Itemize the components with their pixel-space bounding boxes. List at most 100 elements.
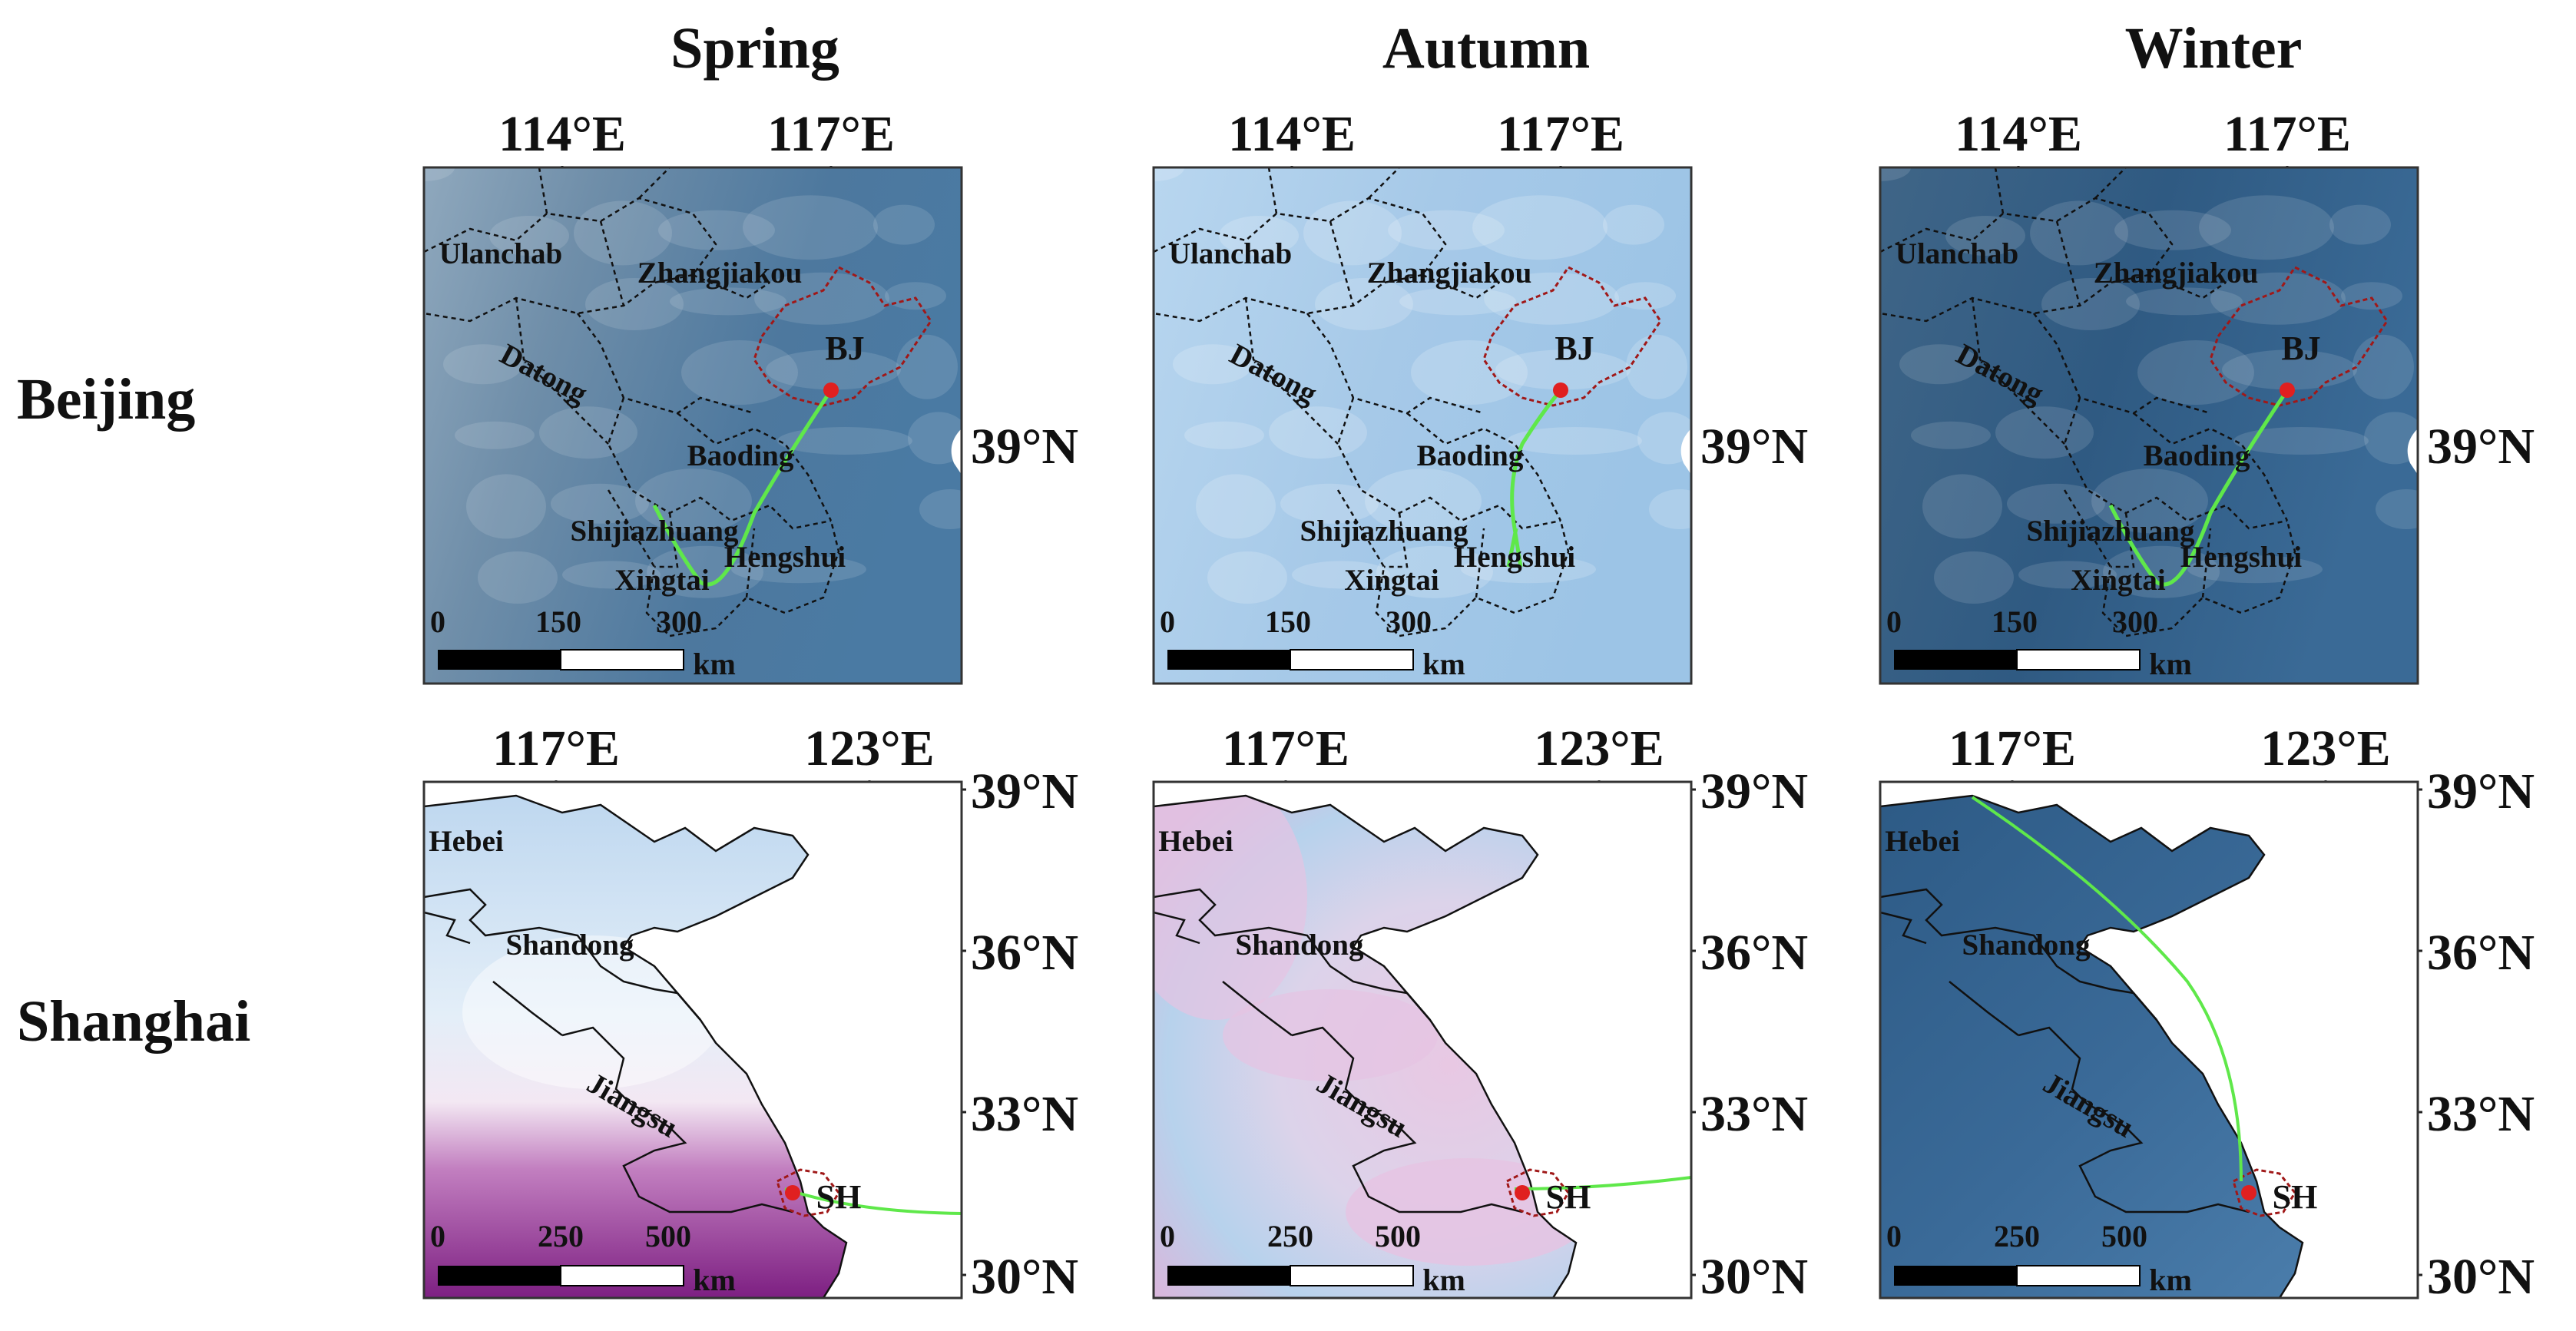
scale-label: 300: [656, 604, 702, 639]
lat-tick-label: 39°N: [971, 763, 1078, 819]
sea-area: [424, 782, 962, 1298]
province-boundary: [1154, 911, 1200, 945]
back-trajectory: [2108, 389, 2290, 587]
district-boundary: [577, 313, 755, 415]
lat-tick-label: 39°N: [2427, 419, 2535, 475]
city-marker: [1553, 382, 1568, 398]
district-boundary: [1368, 167, 1400, 199]
district-boundary: [2063, 489, 2296, 637]
terrain-shade: [1207, 551, 1287, 604]
terrain-shade: [2222, 349, 2357, 390]
terrain-shade: [1934, 551, 2014, 604]
field-shade: [462, 935, 723, 1089]
scale-bar-light: [1290, 649, 1414, 670]
district-boundary: [1306, 313, 1485, 415]
shanghai-boundary: [1505, 1168, 1570, 1217]
scale-label: 250: [1267, 1219, 1313, 1253]
map-frame: [1879, 166, 2419, 685]
district-boundary: [1406, 412, 1562, 521]
district-boundary: [2033, 313, 2211, 415]
map-area: UlanchabZhangjiakouDatongBaodingShijiazh…: [1154, 167, 1691, 684]
map-area: UlanchabZhangjiakouDatongBaodingShijiazh…: [424, 167, 962, 684]
sea-area: [1880, 782, 2418, 1298]
place-label: Hebei: [1158, 825, 1233, 858]
scale-bar-dark: [438, 650, 561, 670]
scale-unit: km: [2149, 1263, 2192, 1297]
district-boundary: [1384, 512, 1409, 568]
scale-label: 500: [645, 1219, 691, 1253]
place-label: Baoding: [687, 439, 794, 472]
terrain-shade: [1461, 555, 1596, 584]
terrain-shade: [908, 412, 962, 465]
scale-bar-light: [2016, 649, 2141, 670]
coastline: [1880, 794, 2304, 1298]
lat-tick-label: 39°N: [1700, 419, 1808, 475]
scale-bar-light: [1290, 1265, 1414, 1286]
terrain-shade: [1173, 344, 1253, 385]
terrain-shade: [1637, 412, 1691, 465]
terrain-shade: [681, 340, 798, 405]
city-label: SH: [1546, 1178, 1591, 1216]
terrain-shade: [1484, 272, 1619, 325]
terrain-shade: [670, 287, 786, 316]
province-boundary: [424, 911, 471, 945]
place-label: Shijiazhuang: [2027, 515, 2195, 548]
district-boundary: [1244, 297, 1339, 445]
terrain-shade: [551, 483, 649, 524]
lat-tick-label: 33°N: [1700, 1086, 1808, 1142]
lon-tick-label: 117°E: [492, 720, 620, 776]
terrain-shade: [1399, 287, 1516, 316]
scale-unit: km: [1422, 1263, 1465, 1297]
scale-label: 0: [1160, 1219, 1175, 1253]
terrain-shade: [2137, 340, 2254, 405]
terrain-shade: [2353, 334, 2414, 399]
province-boundary: [424, 888, 678, 995]
district-boundary: [1880, 197, 2174, 323]
city-label: BJ: [825, 329, 864, 367]
map-frame: [1152, 780, 1693, 1300]
province-boundary: [2018, 1026, 2250, 1213]
lat-tick-label: 30°N: [2427, 1249, 2535, 1305]
lon-tick-label: 123°E: [804, 720, 934, 776]
district-boundary: [677, 412, 833, 521]
lon-tick-label: 123°E: [1534, 720, 1664, 776]
place-label: Hengshui: [724, 541, 846, 574]
scale-label: 500: [1375, 1219, 1421, 1253]
lon-tick-label: 117°E: [1222, 720, 1349, 776]
district-boundary: [692, 273, 770, 300]
terrain-shade: [1507, 427, 1642, 455]
terrain-shade: [562, 561, 661, 589]
place-label: Ulanchab: [439, 237, 562, 270]
scale-unit: km: [1422, 647, 1465, 681]
season-title-winter: Winter: [2125, 16, 2303, 81]
sea-area: [2407, 429, 2418, 475]
sea-area: [951, 429, 962, 475]
terrain-shade: [1269, 406, 1367, 459]
map-frame: [422, 166, 963, 685]
terrain-shade: [1911, 421, 1991, 449]
city-marker: [823, 382, 839, 398]
province-boundary: [1406, 992, 1431, 1021]
scale-label: 150: [1992, 604, 2038, 639]
scale-bar-dark: [1894, 650, 2017, 670]
scale-label: 500: [2101, 1219, 2147, 1253]
map-frame: [1152, 166, 1693, 685]
district-boundary: [1336, 489, 1570, 637]
season-title-spring: Spring: [670, 16, 839, 81]
terrain-shade: [1388, 210, 1505, 250]
place-label: Xingtai: [2071, 564, 2166, 597]
lat-tick-label: 33°N: [2427, 1086, 2535, 1142]
terrain-shade: [455, 421, 535, 449]
scale-label: 300: [2112, 604, 2158, 639]
beijing-boundary: [753, 266, 932, 407]
terrain-shade: [1219, 216, 1299, 256]
terrain-shade: [1196, 474, 1276, 539]
terrain-shade: [1315, 278, 1413, 330]
scale-label: 300: [1386, 604, 1432, 639]
city-marker: [2241, 1185, 2256, 1200]
place-label: Xingtai: [614, 564, 710, 597]
terrain-shade: [2341, 282, 2402, 310]
map-shanghai-autumn: 117°E 123°E39°N36°N33°N30°NHebeiShandongJ…: [1152, 720, 1808, 1305]
terrain-shade: [766, 349, 901, 390]
